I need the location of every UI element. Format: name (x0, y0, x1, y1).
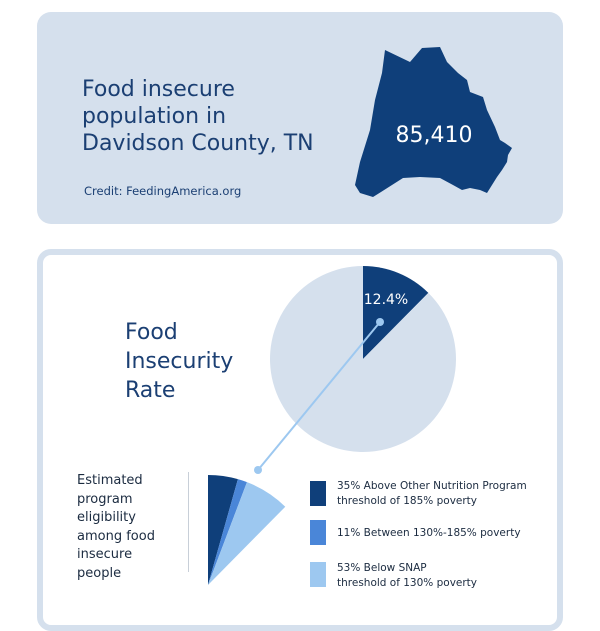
credit-text: Credit: FeedingAmerica.org (84, 184, 242, 198)
pie-label-rate: 12.4% (364, 292, 408, 308)
pie-slice-other (270, 266, 456, 452)
eligibility-slice-above (208, 475, 238, 585)
connector-dot-bottom (254, 466, 262, 474)
legend-swatch-below (310, 562, 326, 587)
population-title: Food insecure population in Davidson Cou… (82, 77, 314, 156)
population-value: 85,410 (396, 123, 473, 148)
legend-label-below: 53% Below SNAP threshold of 130% poverty (337, 562, 478, 589)
eligibility-slice-below (208, 482, 286, 585)
connector-line (257, 321, 381, 471)
connector-dot-top (376, 318, 384, 326)
rate-title: Food Insecurity Rate (125, 320, 234, 403)
legend-swatch-between (310, 520, 326, 545)
pie-slice-food-insecure (363, 266, 429, 359)
divider (188, 472, 189, 572)
legend-label-between: 11% Between 130%-185% poverty (337, 527, 521, 539)
davidson-county-map-icon (355, 47, 512, 197)
eligibility-slice-between (208, 479, 247, 585)
legend-swatch-above (310, 481, 326, 506)
eligibility-title: Estimated program eligibility among food… (77, 473, 155, 581)
legend-label-above: 35% Above Other Nutrition Program thresh… (337, 480, 527, 507)
charts-svg: 85,410 12.4% (208, 47, 512, 585)
